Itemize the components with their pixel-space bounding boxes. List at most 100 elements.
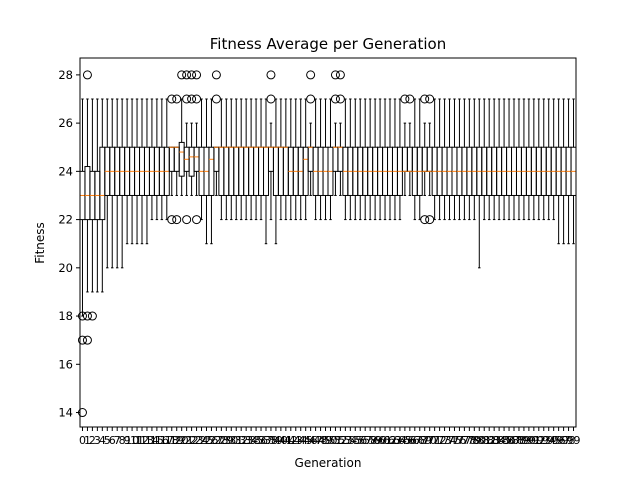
outlier-point [420, 94, 430, 104]
x-tick-label: 46 [304, 434, 318, 447]
x-tick-label: 77 [457, 434, 471, 447]
x-tick-label: 20 [175, 434, 189, 447]
x-tick-label: 55 [348, 434, 362, 447]
x-tick-label: 38 [264, 434, 278, 447]
x-tick-label: 54 [343, 434, 357, 447]
boxes-layer [77, 70, 577, 418]
box-51 [330, 70, 340, 196]
outlier-point [400, 94, 410, 104]
x-tick-label: 39 [269, 434, 283, 447]
x-tick-label: 94 [542, 434, 556, 447]
x-tick-label: 92 [532, 434, 546, 447]
x-tick-label: 65 [398, 434, 412, 447]
x-tick-label: 98 [562, 434, 576, 447]
x-tick-label: 35 [249, 434, 263, 447]
x-tick-label: 64 [393, 434, 407, 447]
x-tick-label: 90 [522, 434, 536, 447]
x-tick-label: 85 [497, 434, 511, 447]
x-tick-label: 40 [274, 434, 288, 447]
outlier-point [182, 215, 192, 225]
x-tick-label: 66 [403, 434, 417, 447]
x-tick-label: 83 [487, 434, 501, 447]
x-tick-label: 17 [160, 434, 174, 447]
outlier-point [177, 70, 187, 80]
box-38 [266, 70, 276, 221]
x-tick-label: 82 [482, 434, 496, 447]
x-tick-label: 45 [299, 434, 313, 447]
x-tick-label: 2 [89, 434, 96, 447]
box-81 [481, 98, 488, 221]
outlier-point [182, 94, 192, 104]
x-tick-label: 24 [195, 434, 209, 447]
x-tick-label: 44 [294, 434, 308, 447]
x-tick-label: 30 [224, 434, 238, 447]
x-tick-label: 84 [492, 434, 506, 447]
x-tick-label: 34 [244, 434, 258, 447]
x-tick-label: 58 [363, 434, 377, 447]
x-tick-label: 9 [124, 434, 131, 447]
y-tick-label: 16 [58, 357, 73, 371]
box-60 [377, 98, 384, 221]
outlier-point [330, 94, 340, 104]
box-70 [425, 94, 435, 225]
x-tick-label: 15 [150, 434, 164, 447]
x-tick-label: 27 [209, 434, 223, 447]
x-tick-label: 37 [259, 434, 273, 447]
y-tick-label: 24 [58, 164, 73, 178]
outlier-point [82, 335, 92, 345]
box-43 [292, 98, 299, 221]
outlier-point [266, 70, 276, 80]
x-tick-label: 23 [190, 434, 204, 447]
x-tick-label: 57 [358, 434, 372, 447]
outlier-point [87, 311, 97, 321]
x-tick-label: 33 [239, 434, 253, 447]
x-tick-label: 22 [185, 434, 199, 447]
x-tick-label: 52 [333, 434, 347, 447]
x-tick-label: 4 [99, 434, 106, 447]
x-axis: 0123456789101112131415161718192021222324… [79, 427, 581, 447]
box-69 [420, 94, 430, 225]
x-tick-label: 97 [557, 434, 571, 447]
x-tick-label: 60 [373, 434, 387, 447]
x-tick-label: 67 [408, 434, 422, 447]
x-tick-label: 14 [145, 434, 159, 447]
x-tick-label: 61 [378, 434, 392, 447]
x-tick-label: 8 [119, 434, 126, 447]
outlier-point [172, 215, 182, 225]
x-tick-label: 50 [323, 434, 337, 447]
outlier-point [167, 94, 177, 104]
x-tick-label: 80 [472, 434, 486, 447]
x-tick-label: 71 [428, 434, 442, 447]
outlier-point [182, 70, 192, 80]
x-tick-label: 28 [214, 434, 228, 447]
outlier-point [82, 311, 92, 321]
outlier-point [335, 70, 345, 80]
box-24 [198, 98, 205, 221]
y-axis: 14 16 18 20 22 24 26 28 [58, 68, 80, 420]
x-tick-label: 74 [443, 434, 457, 447]
x-tick-label: 62 [383, 434, 397, 447]
box-97 [560, 98, 567, 245]
x-tick-label: 93 [537, 434, 551, 447]
x-tick-label: 88 [512, 434, 526, 447]
x-tick-label: 3 [94, 434, 101, 447]
box-75 [451, 98, 458, 221]
x-tick-label: 10 [125, 434, 139, 447]
x-tick-label: 72 [433, 434, 447, 447]
outlier-point [187, 70, 197, 80]
x-tick-label: 76 [452, 434, 466, 447]
x-tick-label: 69 [418, 434, 432, 447]
x-tick-label: 0 [79, 434, 86, 447]
outlier-point [330, 70, 340, 80]
x-tick-label: 7 [114, 434, 121, 447]
outlier-point [192, 70, 202, 80]
box-73 [441, 98, 448, 221]
box-26 [208, 98, 215, 245]
x-tick-label: 68 [413, 434, 427, 447]
x-tick-label: 95 [547, 434, 561, 447]
x-tick-label: 63 [388, 434, 402, 447]
x-tick-label: 26 [204, 434, 218, 447]
x-tick-label: 16 [155, 434, 169, 447]
